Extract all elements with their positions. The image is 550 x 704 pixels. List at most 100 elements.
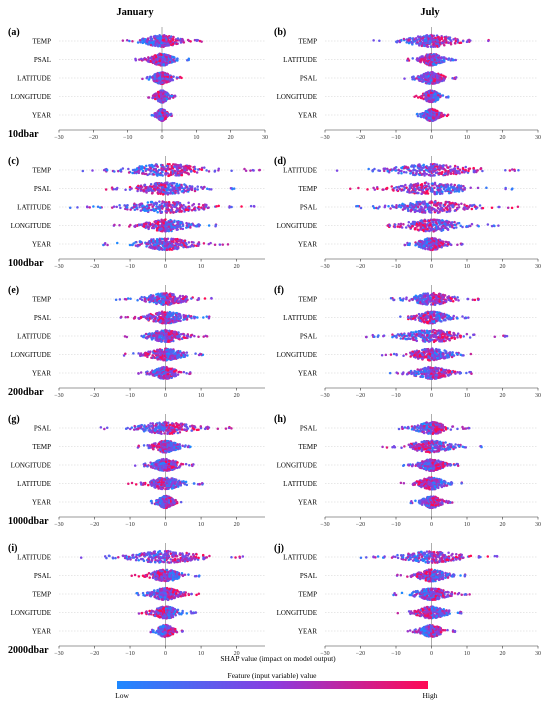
- shap-point: [423, 211, 427, 214]
- shap-point: [490, 206, 494, 210]
- column-title-january: January: [116, 7, 154, 18]
- shap-point: [450, 57, 453, 61]
- shap-point: [152, 43, 155, 46]
- x-tick-label: 20: [500, 135, 506, 141]
- shap-point: [399, 206, 403, 209]
- shap-point: [416, 114, 420, 118]
- shap-point: [195, 39, 199, 42]
- shap-point: [152, 226, 156, 230]
- shap-point: [148, 164, 151, 167]
- shap-point: [434, 36, 437, 40]
- shap-point: [403, 77, 406, 80]
- shap-point: [192, 241, 195, 244]
- shap-point: [164, 209, 168, 213]
- shap-point: [193, 167, 197, 171]
- shap-point: [176, 202, 179, 206]
- shap-point: [444, 36, 448, 39]
- shap-point: [403, 187, 407, 190]
- feature-label: TEMP: [298, 38, 317, 46]
- shap-point: [444, 186, 448, 189]
- shap-point: [145, 245, 148, 248]
- shap-point: [463, 188, 466, 191]
- x-tick-label: 10: [193, 135, 199, 141]
- shap-point: [173, 165, 176, 169]
- shap-point: [165, 191, 169, 194]
- shap-point: [136, 41, 140, 44]
- shap-point: [162, 200, 166, 204]
- shap-point: [430, 91, 433, 94]
- shap-point: [467, 206, 471, 209]
- shap-point: [453, 183, 457, 187]
- shap-point: [473, 205, 477, 208]
- shap-point: [147, 58, 150, 62]
- shap-point: [102, 243, 105, 247]
- shap-point: [181, 239, 185, 243]
- shap-point: [487, 39, 490, 43]
- shap-point: [402, 205, 405, 208]
- x-tick-label: −30: [54, 135, 63, 141]
- shap-point: [382, 167, 385, 171]
- shap-point: [151, 76, 154, 79]
- shap-point: [461, 39, 465, 43]
- shap-point: [428, 208, 431, 212]
- shap-point: [424, 187, 428, 191]
- shap-point: [163, 53, 167, 57]
- shap-point: [478, 204, 482, 207]
- shap-point: [159, 37, 162, 41]
- shap-point: [121, 39, 125, 42]
- shap-point: [195, 171, 199, 174]
- shap-point: [436, 171, 439, 174]
- feature-label: TEMP: [298, 185, 317, 193]
- x-tick-label: −10: [123, 135, 132, 141]
- shap-point: [160, 227, 163, 230]
- shap-point: [433, 58, 437, 62]
- shap-point: [146, 201, 150, 204]
- shap-point: [432, 75, 436, 79]
- shap-point: [145, 224, 148, 228]
- shap-point: [163, 244, 167, 248]
- shap-point: [192, 207, 196, 211]
- feature-label: LATITUDE: [17, 204, 51, 212]
- shap-point: [102, 168, 106, 172]
- shap-point: [396, 39, 399, 43]
- shap-point: [152, 240, 155, 243]
- shap-point: [180, 243, 183, 247]
- shap-point: [168, 168, 172, 171]
- shap-point: [156, 211, 159, 214]
- shap-point: [167, 38, 170, 41]
- shap-point: [457, 186, 461, 189]
- shap-point: [433, 79, 436, 83]
- shap-point: [197, 203, 201, 206]
- shap-point: [185, 226, 188, 229]
- shap-point: [106, 243, 109, 247]
- shap-point: [387, 204, 390, 208]
- swarm-latitude: [406, 52, 458, 67]
- shap-point: [186, 59, 189, 62]
- panel-c: (c)100dbar −30 −20 −10 0 10 20TEMPPSALLATITUDE…: [8, 156, 265, 270]
- shap-point: [166, 114, 170, 118]
- shap-point: [187, 57, 191, 60]
- shap-point: [498, 205, 501, 209]
- feature-label: LONGITUDE: [277, 93, 317, 101]
- shap-point: [414, 37, 418, 40]
- shap-point: [131, 171, 134, 175]
- shap-point: [137, 171, 141, 175]
- shap-point: [129, 208, 132, 211]
- shap-point: [162, 56, 165, 59]
- shap-point: [152, 61, 155, 64]
- shap-point: [395, 188, 399, 192]
- shap-point: [435, 204, 439, 207]
- shap-point: [444, 38, 447, 41]
- feature-label: TEMP: [32, 38, 51, 46]
- shap-point: [383, 205, 386, 209]
- shap-point: [187, 172, 191, 176]
- shap-point: [433, 63, 436, 67]
- shap-point: [147, 56, 150, 59]
- shap-point: [179, 41, 183, 44]
- shap-point: [470, 207, 474, 211]
- shap-point: [442, 56, 446, 59]
- shap-point: [169, 173, 172, 176]
- shap-point: [170, 58, 173, 62]
- shap-point: [508, 169, 512, 172]
- shap-point: [165, 164, 169, 168]
